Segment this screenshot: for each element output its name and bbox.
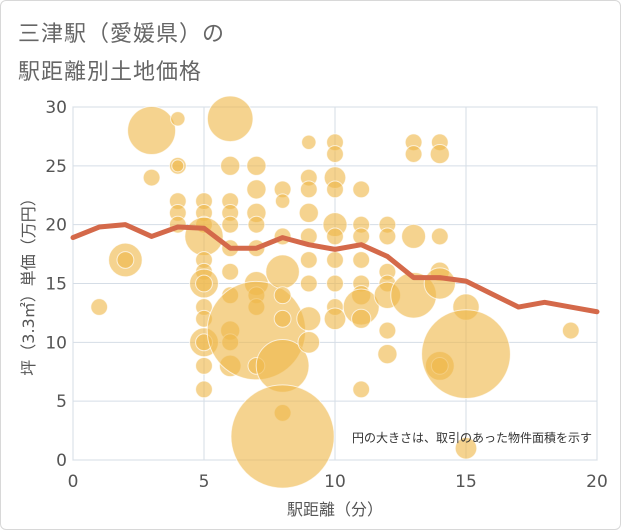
y-tick-label: 10 [45,333,67,353]
bubble-point [246,179,267,200]
bubble-point [206,95,254,143]
bubble-point [326,227,344,246]
bubble-point [170,111,186,127]
bubble-point [195,380,213,399]
bubble-point [352,180,371,199]
bubble-point [326,145,344,163]
bubble-point [421,309,511,400]
bubble-point [352,251,371,269]
bubble-point [296,306,322,332]
bubble-point [378,321,397,340]
bubble-point [221,262,240,281]
bubble-point [274,193,291,209]
bubble-point [299,251,318,269]
bubble-point [230,384,335,489]
x-axis-ticks: 0 5 10 15 20 [68,472,608,492]
bubble-point [301,134,317,151]
y-tick-label: 25 [45,157,67,177]
bubble-point [171,159,185,173]
y-tick-label: 5 [56,392,67,412]
y-tick-label: 30 [45,98,67,118]
bubble-point [299,180,318,199]
y-tick-label: 20 [45,216,67,236]
bubble-point [423,267,456,300]
bubble-point [195,356,213,375]
bubble-point [377,344,398,365]
y-tick-label: 15 [45,275,67,295]
bubble-point [326,180,344,199]
x-tick-label: 15 [455,472,477,492]
bubble-point [220,155,241,176]
x-tick-label: 0 [68,472,79,492]
bubble-point [352,380,371,399]
bubble-point [430,227,449,246]
bubble-point [323,307,347,331]
bubble-point [273,286,292,305]
bubble-point [351,308,372,329]
bubble-point [429,143,450,165]
bubble-point [142,168,161,187]
size-annotation: 円の大きさは、取引のあった物件面積を示す [352,430,592,445]
bubble-point [378,227,397,246]
bubble-point [116,251,135,269]
bubble-point [561,321,580,340]
x-tick-label: 5 [199,472,210,492]
x-tick-label: 20 [586,472,608,492]
bubble-point [299,274,318,293]
y-tick-label: 0 [56,451,67,471]
bubble-point [273,309,292,328]
bubble-point [454,436,478,460]
bubble-point [90,298,109,316]
chart-title-line2: 駅距離別土地価格 [18,60,203,85]
trend-line [70,222,600,315]
bubble-point [265,254,300,290]
y-axis-ticks: 0 5 10 15 20 25 30 [45,98,67,471]
bubble-point [247,215,266,234]
bubble-point [298,202,319,223]
bubble-point [404,145,423,163]
chart-title-line1: 三津駅（愛媛県）の [18,22,226,47]
bubble-point [127,106,177,156]
y-axis-title: 坪（3.3㎡）単価（万円） [19,190,38,375]
bubble-point [246,155,267,176]
bubble-point [401,223,427,249]
bubble-point [221,215,240,234]
bubble-point [326,274,344,293]
bubble-point [297,331,321,354]
x-axis-title: 駅距離（分） [287,500,383,519]
bubble-point [326,251,344,269]
bubble-point [195,274,213,293]
bubble-series [90,95,580,489]
x-tick-label: 10 [324,472,346,492]
